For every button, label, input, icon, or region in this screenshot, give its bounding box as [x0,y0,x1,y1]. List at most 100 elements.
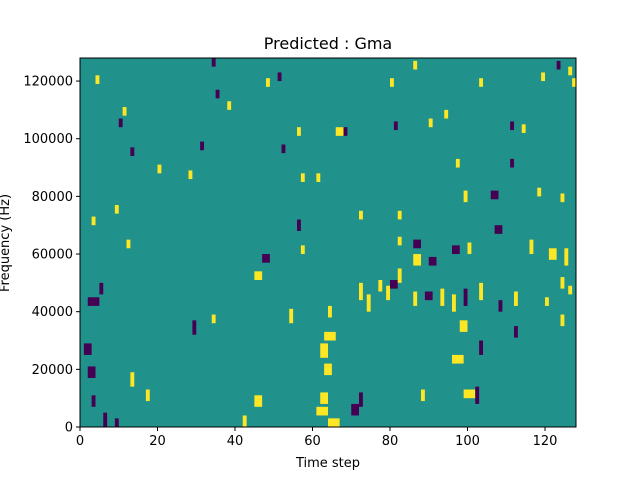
heatmap-cell [188,170,193,180]
heatmap-cell [87,366,96,378]
plot-area [79,57,577,428]
heatmap-cell [514,291,518,306]
heatmap-cell [266,78,270,87]
heatmap-cell [320,392,328,404]
heatmap-cell [397,236,402,246]
heatmap-cell [490,190,499,200]
heatmap-cell [393,121,398,131]
y-axis-label: Frequency (Hz) [0,194,13,292]
heatmap-cell [83,343,92,355]
x-tick-label: 100 [455,434,480,449]
x-axis-label: Time step [295,456,360,471]
heatmap-cell [390,279,398,289]
heatmap-cell [463,190,468,203]
y-tick-label: 100000 [23,132,73,147]
heatmap-cell [455,158,460,168]
heatmap-cell [277,72,282,82]
heatmap-cell [541,72,546,82]
y-tick-label: 20000 [32,363,73,378]
heatmap-cell [192,320,197,335]
heatmap-cell [242,415,247,427]
heatmap-cells [83,58,577,427]
heatmap-cell [510,121,515,131]
heatmap-cell [157,164,162,174]
y-tick-label: 60000 [32,248,73,263]
heatmap-cell [335,127,344,136]
heatmap-cell [114,418,119,427]
heatmap-cell [95,75,100,84]
heatmap-cell [366,294,371,312]
chart-title: Predicted : Gma [264,34,392,53]
heatmap-cell [440,288,445,306]
heatmap-cell [316,173,321,182]
heatmap-cell [452,294,456,312]
heatmap-cell [386,285,391,301]
heatmap-cell [560,314,565,327]
heatmap-cell [254,395,263,407]
y-axis-ticks: 0 20000 40000 60000 80000 100000 120000 [23,75,80,436]
heatmap-cell [428,118,433,128]
heatmap-cell [545,297,549,306]
heatmap-cell [103,412,108,427]
heatmap-cell [254,271,263,280]
x-tick-label: 0 [76,434,84,449]
x-axis-ticks: 0 20 40 60 80 100 120 [76,427,557,449]
heatmap-cell [328,418,340,427]
heatmap-cell [444,109,449,119]
heatmap-cell [300,245,305,255]
heatmap-cell [521,124,526,133]
heatmap-cell [479,340,484,355]
heatmap-cell [297,127,301,136]
heatmap-cell [424,291,433,301]
heatmap-cell [297,219,301,231]
heatmap-cell [378,279,383,292]
heatmap-cell [452,245,460,255]
heatmap-cell [328,305,332,318]
heatmap-cell [114,205,119,214]
x-tick-label: 40 [227,434,244,449]
heatmap-cell [479,282,484,301]
x-tick-label: 60 [304,434,321,449]
heatmap-cell [397,268,402,283]
heatmap-cell [413,60,418,70]
heatmap-cell [548,248,557,260]
heatmap-cell [91,216,96,226]
heatmap-cell [498,300,503,312]
heatmap-cell [459,320,468,332]
heatmap-cell [413,254,421,266]
heatmap-cell [359,282,363,301]
heatmap-cell [421,389,425,402]
heatmap-cell [300,173,305,182]
heatmap-cell [91,395,96,407]
heatmap-cell [145,389,150,402]
heatmap-cell [479,78,484,87]
heatmap-cell [428,256,437,266]
y-tick-label: 80000 [32,190,73,205]
heatmap-cell [211,314,216,324]
heatmap-cell [359,392,363,407]
heatmap-cell [87,297,100,306]
heatmap-cell [316,406,329,416]
heatmap-cell [494,225,503,234]
heatmap-cell [118,118,123,128]
heatmap-cell [211,58,216,67]
heatmap-cell [351,403,359,416]
heatmap-cell [200,141,205,151]
heatmap-cell [390,78,394,87]
heatmap-cell [564,248,569,266]
x-tick-label: 20 [149,434,166,449]
heatmap-cell [463,288,468,306]
heatmap-cell [289,308,294,324]
heatmap-cell [99,282,104,295]
heatmap-cell [529,239,534,255]
heatmap-cell [324,363,332,376]
heatmap-cell [413,239,421,249]
heatmap-cell [568,66,573,76]
heatmap-cell [560,193,565,203]
heatmap-cell [556,60,561,70]
heatmap-cell [126,239,131,249]
y-tick-label: 0 [65,421,73,436]
heatmap-cell [122,107,127,116]
heatmap-cell [475,386,480,404]
